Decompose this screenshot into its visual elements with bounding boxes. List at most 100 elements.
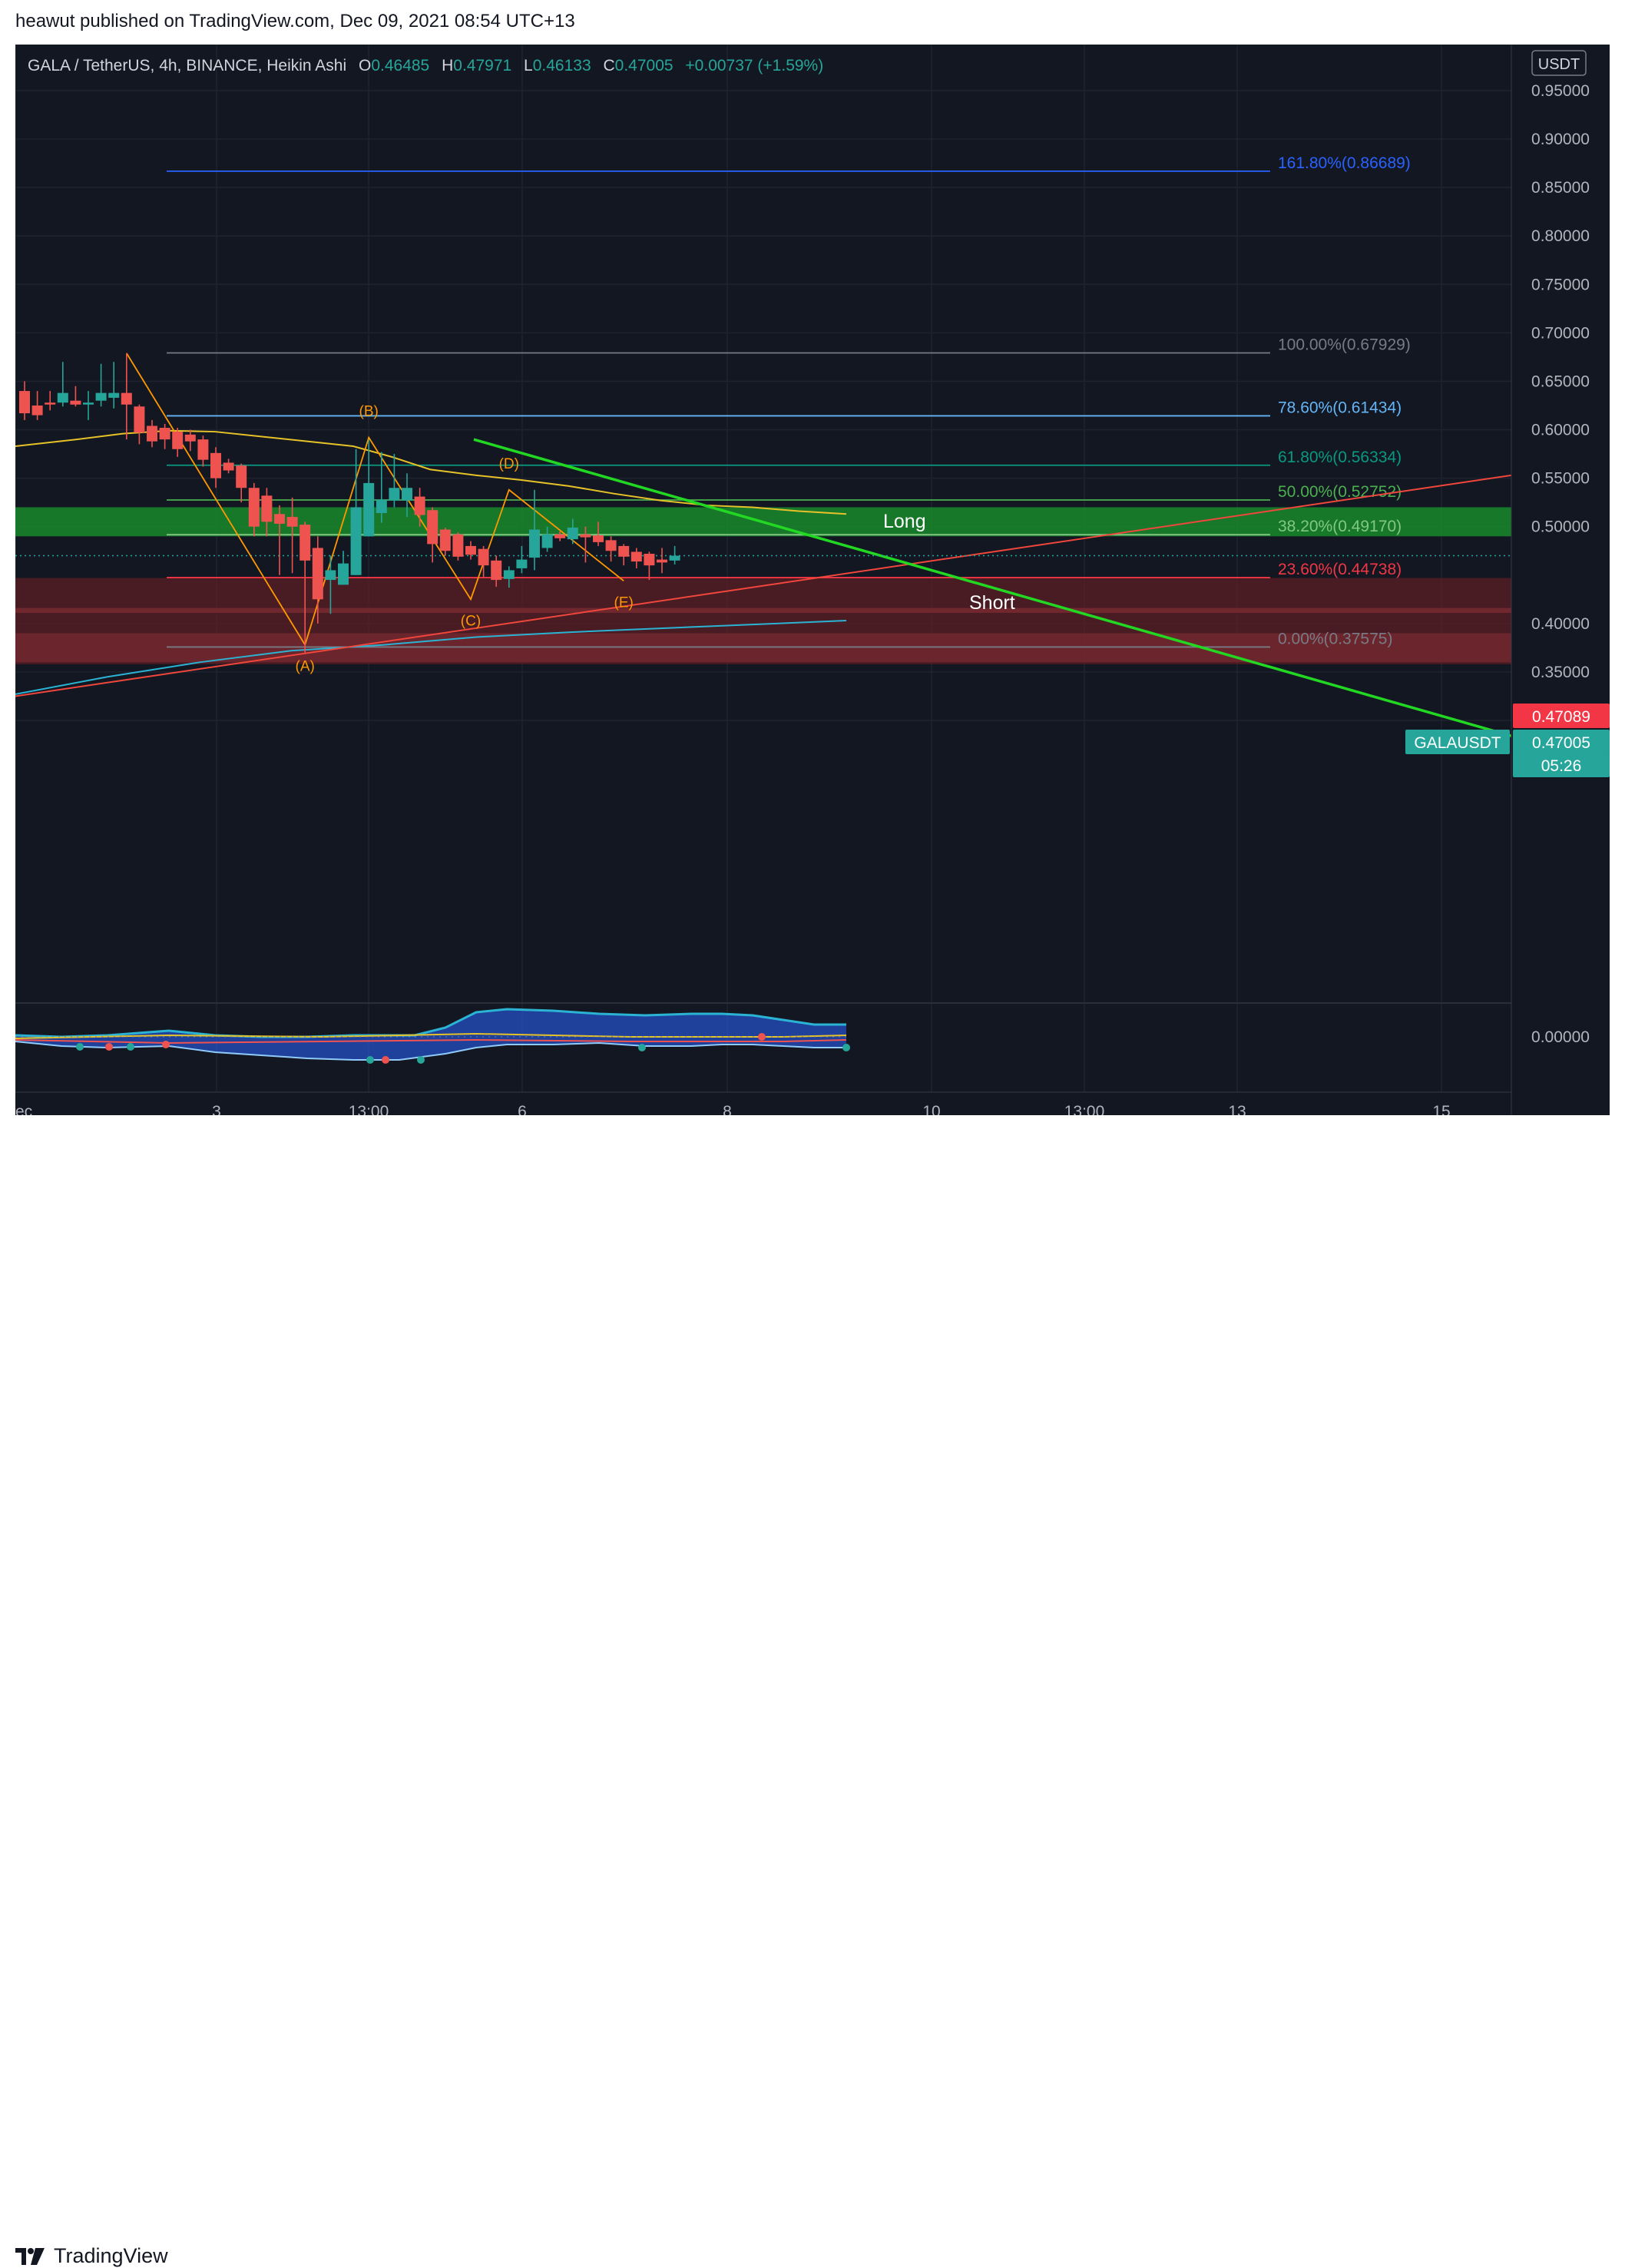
candle-body bbox=[261, 495, 273, 522]
candle-body bbox=[657, 559, 667, 563]
fib-label: 61.80%(0.56334) bbox=[1278, 449, 1402, 466]
oscillator-dot bbox=[162, 1041, 170, 1048]
red-trend-line bbox=[15, 474, 1512, 697]
oscillator-pane bbox=[15, 1008, 850, 1064]
candle-body bbox=[669, 555, 680, 561]
legend-close-label: C bbox=[603, 57, 614, 74]
candle-body bbox=[389, 488, 400, 501]
oscillator-line-blue bbox=[15, 1008, 846, 1038]
candle-body bbox=[593, 535, 604, 542]
oscillator-dot bbox=[76, 1043, 84, 1051]
fib-label: 161.80%(0.86689) bbox=[1278, 154, 1411, 172]
publisher-text: heawut published on TradingView.com, Dec… bbox=[15, 11, 575, 31]
fib-label: 38.20%(0.49170) bbox=[1278, 518, 1402, 535]
candle-body bbox=[439, 529, 451, 551]
time-tick-label: ec bbox=[15, 1103, 32, 1115]
candle-body bbox=[605, 540, 617, 551]
time-tick-label: 6 bbox=[518, 1103, 527, 1115]
candle-body bbox=[19, 391, 30, 414]
oscillator-dot bbox=[366, 1056, 374, 1064]
candle-body bbox=[529, 529, 540, 558]
wave-label: (B) bbox=[359, 404, 379, 420]
candle-body bbox=[134, 406, 145, 433]
candle-body bbox=[325, 570, 336, 581]
chart-panel[interactable]: 161.80%(0.86689) 100.00%(0.67929) 78.60%(0… bbox=[15, 45, 1610, 1121]
oscillator-dot bbox=[105, 1043, 113, 1051]
fib-label: 50.00%(0.52752) bbox=[1278, 483, 1402, 501]
wave-label: (C) bbox=[461, 613, 481, 629]
price-tick-label: 0.50000 bbox=[1531, 518, 1590, 536]
candle-body bbox=[31, 406, 43, 416]
publish-footer: TradingView bbox=[0, 1115, 1625, 2267]
oscillator-dot bbox=[638, 1044, 646, 1051]
time-tick-label: 15 bbox=[1432, 1103, 1450, 1115]
candle-body bbox=[286, 517, 298, 527]
price-tag-countdown-bg bbox=[1513, 753, 1610, 777]
oscillator-dot bbox=[842, 1044, 850, 1051]
symbol-tag-bg bbox=[1405, 730, 1510, 754]
oscillator-dot bbox=[382, 1056, 389, 1064]
price-tick-label: 0.75000 bbox=[1531, 276, 1590, 293]
tradingview-brand[interactable]: TradingView bbox=[15, 2244, 168, 2268]
candle-body bbox=[580, 534, 591, 538]
price-tick-label: 0.70000 bbox=[1531, 324, 1590, 342]
candle-body bbox=[465, 545, 476, 555]
currency-label: USDT bbox=[1538, 56, 1580, 73]
legend-open-label: O bbox=[359, 57, 371, 74]
time-tick-label: 13:00 bbox=[349, 1103, 389, 1115]
price-tag-countdown: 05:26 bbox=[1541, 757, 1582, 775]
candle-body bbox=[108, 392, 120, 398]
legend-open: 0.46485 bbox=[371, 57, 429, 74]
legend-high: 0.47971 bbox=[453, 57, 511, 74]
currency-button[interactable] bbox=[1531, 50, 1587, 76]
wave-label: (D) bbox=[499, 456, 519, 472]
candle-body bbox=[567, 527, 578, 540]
candle-body bbox=[414, 496, 425, 515]
oscillator-line-light bbox=[15, 1041, 846, 1061]
wave-label: (A) bbox=[296, 659, 315, 675]
tradingview-logo-icon bbox=[15, 2246, 46, 2266]
candle-body bbox=[210, 452, 221, 478]
green-trend-line bbox=[473, 438, 1512, 737]
candle-body bbox=[376, 499, 387, 514]
candle-body bbox=[644, 554, 655, 566]
candles bbox=[19, 353, 680, 653]
oscillator-dot bbox=[758, 1033, 766, 1041]
price-tick-label: 0.40000 bbox=[1531, 615, 1590, 633]
annotation-long: Long bbox=[883, 511, 926, 532]
time-tick-label: 13 bbox=[1228, 1103, 1246, 1115]
candle-body bbox=[184, 434, 196, 442]
candle-body bbox=[363, 482, 375, 537]
legend-symbol: GALA / TetherUS, 4h, BINANCE, Heikin Ash… bbox=[28, 57, 346, 74]
candle-body bbox=[70, 400, 81, 405]
price-tick-label: 0.00000 bbox=[1531, 1028, 1590, 1046]
time-tick-label: 10 bbox=[922, 1103, 940, 1115]
candle-body bbox=[248, 488, 260, 527]
short-zone-band bbox=[15, 633, 1511, 663]
short-zone-band bbox=[15, 608, 1511, 613]
time-tick-label: 8 bbox=[723, 1103, 732, 1115]
legend-change: +0.00737 (+1.59%) bbox=[685, 57, 823, 74]
legend-line: GALA / TetherUS, 4h, BINANCE, Heikin Ash… bbox=[28, 57, 823, 74]
candle-body bbox=[45, 402, 56, 405]
ma-blue-line bbox=[15, 620, 847, 695]
price-tick-label: 0.55000 bbox=[1531, 470, 1590, 488]
candle-body bbox=[338, 563, 349, 585]
price-tag-current-bg bbox=[1513, 730, 1610, 754]
candle-body bbox=[452, 534, 464, 557]
oscillator-dot bbox=[127, 1043, 134, 1051]
price-chart[interactable]: 161.80%(0.86689) 100.00%(0.67929) 78.60%(0… bbox=[15, 45, 1610, 1121]
candle-body bbox=[147, 425, 157, 442]
price-tag-red-bg bbox=[1513, 704, 1610, 728]
price-axis[interactable]: USDT 0.95000 0.90000 0.85000 0.80000 0.75000… bbox=[1405, 45, 1610, 1115]
symbol-tag: GALAUSDT bbox=[1414, 734, 1501, 752]
candle-body bbox=[503, 570, 515, 579]
candle-body bbox=[197, 439, 209, 460]
candle-body bbox=[159, 428, 170, 440]
candle-body bbox=[491, 560, 502, 581]
price-tag-current: 0.47005 bbox=[1532, 734, 1590, 752]
candle-body bbox=[541, 534, 553, 548]
fib-label: 23.60%(0.44738) bbox=[1278, 561, 1402, 578]
candle-body bbox=[630, 551, 642, 562]
oscillator-dot bbox=[417, 1056, 425, 1064]
